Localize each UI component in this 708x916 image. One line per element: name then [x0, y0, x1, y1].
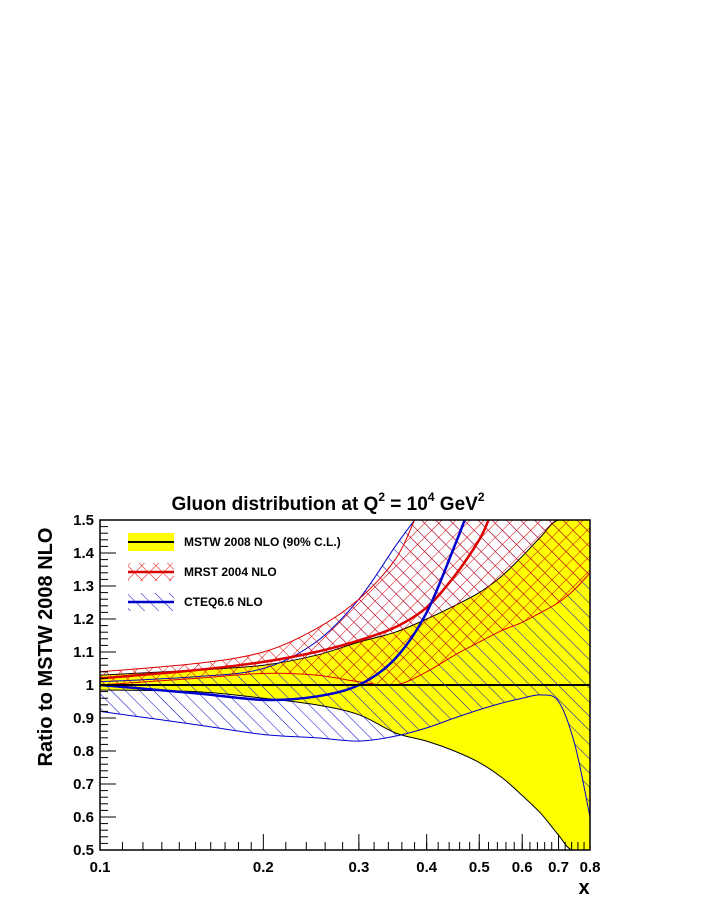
mrst-band	[100, 520, 590, 686]
legend-cteq-label: CTEQ6.6 NLO	[184, 595, 263, 609]
y-tick-label: 0.9	[73, 710, 94, 727]
x-tick-label: 0.2	[253, 859, 274, 876]
y-tick-label: 1.5	[73, 512, 94, 529]
x-tick-label: 0.7	[548, 859, 569, 876]
title-mid: = 10	[385, 494, 428, 515]
x-tick-label: 0.6	[512, 859, 533, 876]
legend-mstw-label: MSTW 2008 NLO (90% C.L.)	[184, 535, 341, 549]
chart-title: Gluon distribution at Q2 = 104 GeV2	[171, 490, 484, 515]
legend: MSTW 2008 NLO (90% C.L.) MRST 2004 NLO CTE…	[128, 533, 341, 611]
y-tick-label: 1	[86, 677, 94, 694]
y-tick-label: 1.2	[73, 611, 94, 628]
mrst-central-line	[100, 520, 490, 680]
x-tick-label: 0.5	[469, 859, 490, 876]
title-sup-1: 2	[378, 490, 385, 504]
y-tick-label: 1.3	[73, 578, 94, 595]
y-tick-label: 0.6	[73, 809, 94, 826]
title-unit: GeV	[435, 494, 479, 515]
title-main: Gluon distribution at Q	[171, 494, 378, 515]
y-tick-label: 0.5	[73, 842, 94, 859]
y-axis-label: Ratio to MSTW 2008 NLO	[35, 528, 57, 767]
x-axis-label: x	[578, 877, 589, 899]
legend-mrst-label: MRST 2004 NLO	[184, 565, 277, 579]
y-tick-label: 0.8	[73, 743, 94, 760]
x-tick-label: 0.4	[416, 859, 438, 876]
x-tick-label: 0.3	[348, 859, 369, 876]
y-tick-label: 0.7	[73, 776, 94, 793]
plot-area	[100, 520, 590, 850]
y-tick-label: 1.1	[73, 644, 94, 661]
axes: 0.5 0.6 0.7 0.8 0.9 1 1.1 1.2 1.3 1.4 1.5 0.1 0.2 0.3…	[73, 512, 600, 876]
title-sup-2: 4	[428, 490, 435, 504]
y-tick-label: 1.4	[73, 545, 95, 562]
x-tick-label: 0.1	[90, 859, 111, 876]
x-tick-label: 0.8	[580, 859, 601, 876]
title-sup-3: 2	[478, 490, 485, 504]
